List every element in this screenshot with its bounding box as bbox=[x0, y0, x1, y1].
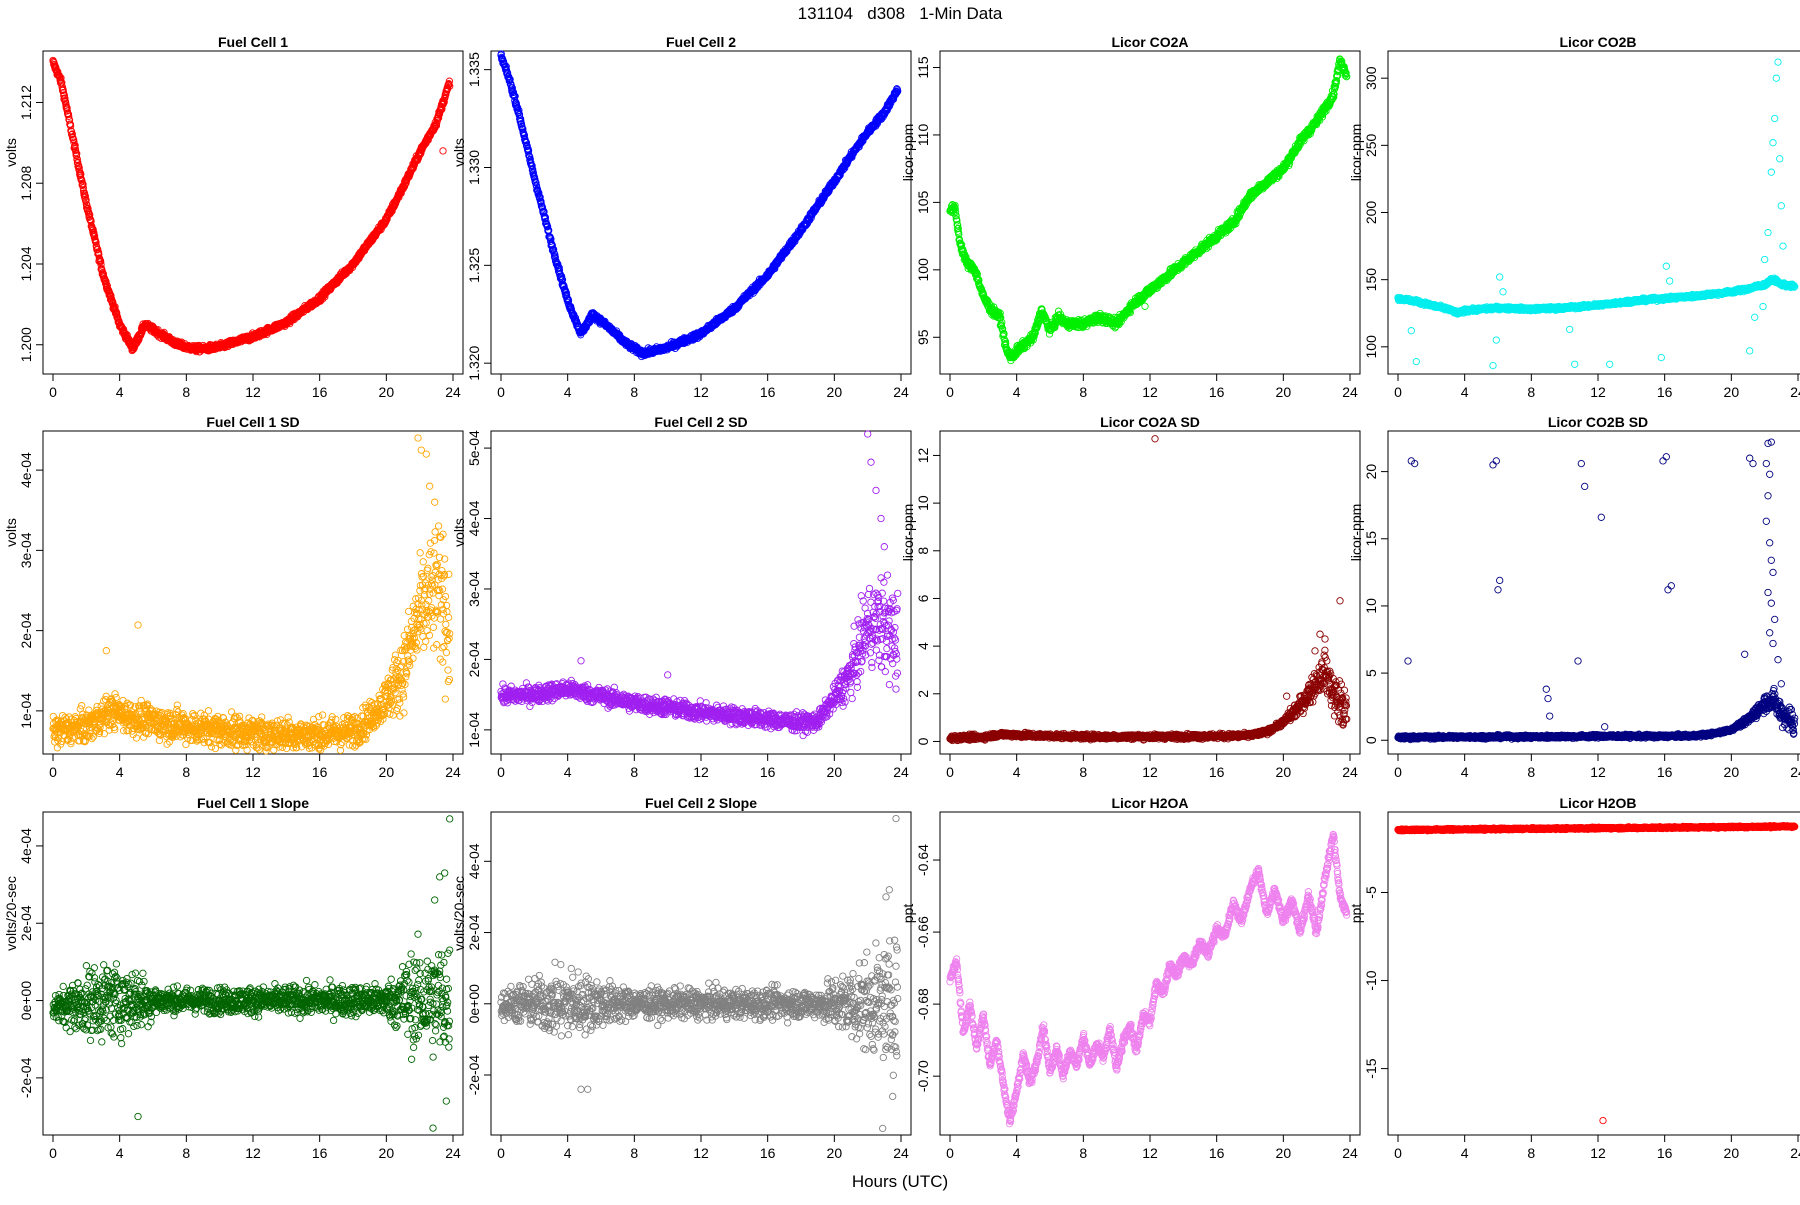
y-tick-label: 200 bbox=[1363, 201, 1379, 225]
panel-0: Fuel Cell 1 volts 0 4 8 12 16 20 24 1.200 1.204 1.2… bbox=[3, 34, 463, 400]
plot-frame bbox=[491, 51, 911, 374]
x-tick-label: 4 bbox=[1461, 384, 1469, 400]
x-tick-label: 24 bbox=[1790, 384, 1800, 400]
y-tick-label: 1.335 bbox=[466, 52, 482, 87]
panel-title: Fuel Cell 2 bbox=[666, 34, 736, 50]
x-tick-label: 0 bbox=[946, 384, 954, 400]
y-tick-label: 115 bbox=[915, 56, 931, 79]
plot-frame bbox=[1388, 51, 1800, 374]
y-axis-label: licor-ppm bbox=[1348, 124, 1364, 182]
y-tick-label: 300 bbox=[1363, 66, 1379, 90]
y-tick-label: 100 bbox=[915, 258, 931, 282]
panel-2: Licor CO2A licor-ppm 0 4 8 12 16 20 24 95 100 105 11… bbox=[900, 34, 1360, 400]
y-tick-label: 1.200 bbox=[18, 327, 34, 362]
data-points bbox=[1395, 59, 1798, 369]
x-tick-label: 0 bbox=[1394, 384, 1402, 400]
y-tick-label: 150 bbox=[1363, 268, 1379, 292]
x-tick-label: 8 bbox=[630, 384, 638, 400]
x-tick-label: 12 bbox=[1590, 384, 1606, 400]
y-axis-label: volts bbox=[3, 138, 19, 167]
x-tick-label: 4 bbox=[1013, 384, 1021, 400]
panel-1: Fuel Cell 2 volts 0 4 8 12 16 20 24 1.320 1.325 1.3… bbox=[451, 34, 911, 400]
panel-title: Licor CO2A bbox=[1111, 34, 1188, 50]
data-points bbox=[947, 56, 1350, 364]
x-tick-label: 16 bbox=[312, 384, 328, 400]
x-tick-label: 24 bbox=[445, 384, 461, 400]
x-tick-label: 16 bbox=[1657, 384, 1673, 400]
x-tick-label: 4 bbox=[564, 384, 572, 400]
x-tick-label: 0 bbox=[49, 384, 57, 400]
y-axis-label: volts bbox=[451, 138, 467, 167]
y-tick-label: 100 bbox=[1363, 335, 1379, 359]
x-tick-label: 24 bbox=[893, 384, 909, 400]
x-tick-label: 4 bbox=[116, 384, 124, 400]
y-tick-label: 1.320 bbox=[466, 345, 482, 380]
x-tick-label: 16 bbox=[760, 384, 776, 400]
x-tick-label: 12 bbox=[693, 384, 709, 400]
panel-3: Licor CO2B licor-ppm 0 4 8 12 16 20 24 100 150 200 2… bbox=[1348, 34, 1800, 400]
y-tick-label: 1.204 bbox=[18, 246, 34, 281]
x-tick-label: 16 bbox=[1209, 384, 1225, 400]
y-tick-label: 1.325 bbox=[466, 248, 482, 283]
x-tick-label: 12 bbox=[245, 384, 261, 400]
y-tick-label: 1.330 bbox=[466, 150, 482, 185]
panel-title: Fuel Cell 1 bbox=[218, 34, 288, 50]
x-tick-label: 20 bbox=[1724, 384, 1740, 400]
x-tick-label: 8 bbox=[182, 384, 190, 400]
outlier-point bbox=[440, 148, 446, 154]
data-points bbox=[498, 51, 901, 360]
x-tick-label: 8 bbox=[1527, 384, 1535, 400]
y-tick-label: 1.212 bbox=[18, 85, 34, 120]
x-tick-label: 0 bbox=[497, 384, 505, 400]
y-tick-label: 105 bbox=[915, 190, 931, 214]
y-axis-label: licor-ppm bbox=[900, 124, 916, 182]
y-tick-label: 1.208 bbox=[18, 165, 34, 200]
outlier-point bbox=[1142, 303, 1148, 309]
x-tick-label: 20 bbox=[379, 384, 395, 400]
panel-title: Licor CO2B bbox=[1559, 34, 1636, 50]
x-tick-label: 12 bbox=[1142, 384, 1158, 400]
y-tick-label: 110 bbox=[915, 124, 931, 147]
x-tick-label: 8 bbox=[1079, 384, 1087, 400]
y-tick-label: 250 bbox=[1363, 133, 1379, 157]
y-tick-label: 95 bbox=[915, 329, 931, 345]
x-tick-label: 20 bbox=[1276, 384, 1292, 400]
data-points bbox=[50, 57, 453, 355]
x-tick-label: 24 bbox=[1342, 384, 1358, 400]
x-tick-label: 20 bbox=[827, 384, 843, 400]
plot-frame bbox=[43, 51, 463, 374]
